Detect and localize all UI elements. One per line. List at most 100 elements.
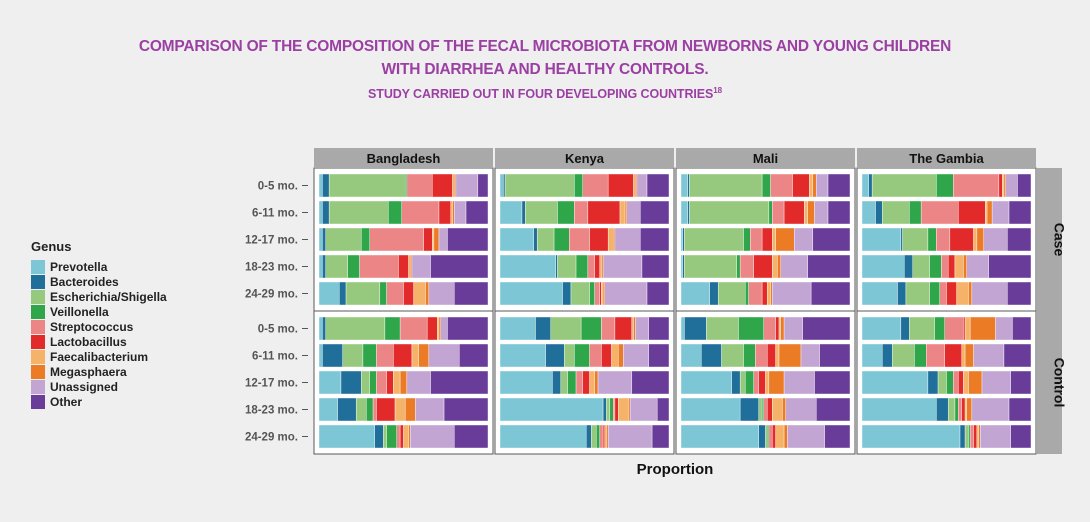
bar-segment-megasphaera — [399, 370, 408, 395]
bar-segment-lactobacillus — [589, 227, 609, 252]
y-tick-label: 0-5 mo. — [258, 324, 298, 336]
bar-segment-unassigned — [991, 200, 1010, 225]
bar-segment-megasphaera — [778, 343, 802, 368]
bar-segment-lactobacillus — [946, 281, 957, 306]
bar-segment-other — [1008, 397, 1032, 422]
bar-segment-other — [640, 227, 670, 252]
bar-segment-veillonella — [596, 424, 600, 449]
legend-label: Prevotella — [50, 259, 108, 274]
bar-segment-faecalibacterium — [408, 254, 411, 279]
bar-segment-bacteroides — [882, 343, 893, 368]
bar-segment-megasphaera — [628, 397, 631, 422]
title-line-2: WITH DIARRHEA AND HEALTHY CONTROLS. — [381, 61, 709, 78]
bar-segment-prevotella — [318, 227, 323, 252]
bar-segment-lactobacillus — [772, 424, 776, 449]
bar-segment-streptococcus — [569, 227, 590, 252]
bar-segment-prevotella — [680, 397, 741, 422]
y-tick-label: 12-17 mo. — [245, 378, 298, 390]
bar-segment-unassigned — [410, 424, 455, 449]
bar-segment-other — [802, 316, 851, 341]
bar-segment-faecalibacterium — [432, 227, 435, 252]
legend-item: Megasphaera — [31, 364, 167, 379]
bar-segment-prevotella — [861, 370, 929, 395]
bar-segment-lactobacillus — [398, 254, 409, 279]
bar-segment-bacteroides — [897, 281, 907, 306]
y-tick-label: 6-11 mo. — [252, 351, 298, 363]
bar-segment-prevotella — [680, 227, 683, 252]
bar-segment-unassigned — [428, 343, 460, 368]
bar-segment-megasphaera — [768, 370, 785, 395]
bar-segment-megasphaera — [433, 227, 440, 252]
bar-segment-other — [631, 370, 670, 395]
x-axis-label: Proportion — [637, 461, 714, 478]
bar-segment-escherichia-shigella — [912, 254, 930, 279]
bar-segment-faecalibacterium — [772, 254, 778, 279]
bar-segment-faecalibacterium — [403, 424, 409, 449]
bar-segment-other — [443, 397, 489, 422]
bar-segment-bacteroides — [552, 370, 562, 395]
legend-title: Genus — [31, 239, 72, 254]
bar-segment-unassigned — [772, 281, 812, 306]
bar-segment-unassigned — [440, 316, 448, 341]
legend-swatch — [31, 334, 45, 349]
bar-segment-lactobacillus — [949, 227, 974, 252]
bar-segment-bacteroides — [521, 200, 526, 225]
y-tick-label: 18-23 mo. — [245, 405, 298, 417]
bar-segment-unassigned — [626, 200, 641, 225]
bar-segment-streptococcus — [589, 343, 602, 368]
bar-segment-prevotella — [499, 370, 553, 395]
legend-item: Other — [31, 394, 167, 409]
bar-segment-lactobacillus — [376, 397, 396, 422]
bar-segment-streptococcus — [953, 370, 959, 395]
bar-segment-veillonella — [362, 343, 377, 368]
bar-segment-prevotella — [861, 424, 961, 449]
bar-segment-streptococcus — [750, 227, 763, 252]
bar-segment-escherichia-shigella — [964, 424, 969, 449]
legend-label: Unassigned — [50, 379, 119, 394]
bar-segment-streptococcus — [920, 200, 959, 225]
bar-segment-veillonella — [557, 200, 575, 225]
legend-swatch — [31, 259, 45, 274]
bar-segment-unassigned — [783, 316, 803, 341]
bar-segment-veillonella — [609, 397, 614, 422]
bar-segment-faecalibacterium — [775, 343, 780, 368]
bar-segment-veillonella — [553, 227, 570, 252]
bar-segment-other — [1003, 343, 1032, 368]
bar-segment-megasphaera — [978, 424, 981, 449]
bar-segment-veillonella — [575, 254, 589, 279]
bar-segment-bacteroides — [503, 173, 506, 198]
bar-segment-unassigned — [785, 397, 817, 422]
bar-segment-bacteroides — [322, 254, 326, 279]
bar-segment-other — [447, 316, 489, 341]
bar-segment-other — [827, 173, 851, 198]
bar-segment-veillonella — [361, 227, 370, 252]
bar-segment-unassigned — [629, 397, 658, 422]
bar-segment-escherichia-shigella — [717, 281, 746, 306]
bar-segment-lactobacillus — [973, 424, 978, 449]
bar-segment-faecalibacterium — [775, 424, 785, 449]
bar-segment-lactobacillus — [947, 254, 956, 279]
bar-segment-veillonella — [909, 200, 922, 225]
bar-segment-veillonella — [738, 316, 765, 341]
bar-segment-veillonella — [946, 370, 954, 395]
bar-segment-veillonella — [743, 227, 751, 252]
bar-segment-escherichia-shigella — [383, 424, 387, 449]
row-strip-label: Control — [1052, 358, 1068, 408]
bar-segment-bacteroides — [322, 343, 343, 368]
bar-segment-unassigned — [411, 254, 431, 279]
bar-segment-bacteroides — [322, 227, 326, 252]
bar-segment-other — [1010, 424, 1032, 449]
bar-segment-faecalibacterium — [809, 173, 814, 198]
legend-items: Prevotella Bacteroides Escherichia/Shigell… — [31, 259, 167, 409]
bar-segment-escherichia-shigella — [560, 370, 568, 395]
bar-segment-megasphaera — [783, 424, 788, 449]
bar-segment-other — [1007, 281, 1032, 306]
bar-segment-faecalibacterium — [772, 227, 776, 252]
bar-segment-megasphaera — [452, 200, 455, 225]
bar-segment-megasphaera — [408, 424, 411, 449]
bar-segment-prevotella — [318, 254, 323, 279]
bar-segment-escherichia-shigella — [892, 343, 915, 368]
bar-segment-veillonella — [574, 173, 584, 198]
bar-segment-megasphaera — [594, 370, 599, 395]
